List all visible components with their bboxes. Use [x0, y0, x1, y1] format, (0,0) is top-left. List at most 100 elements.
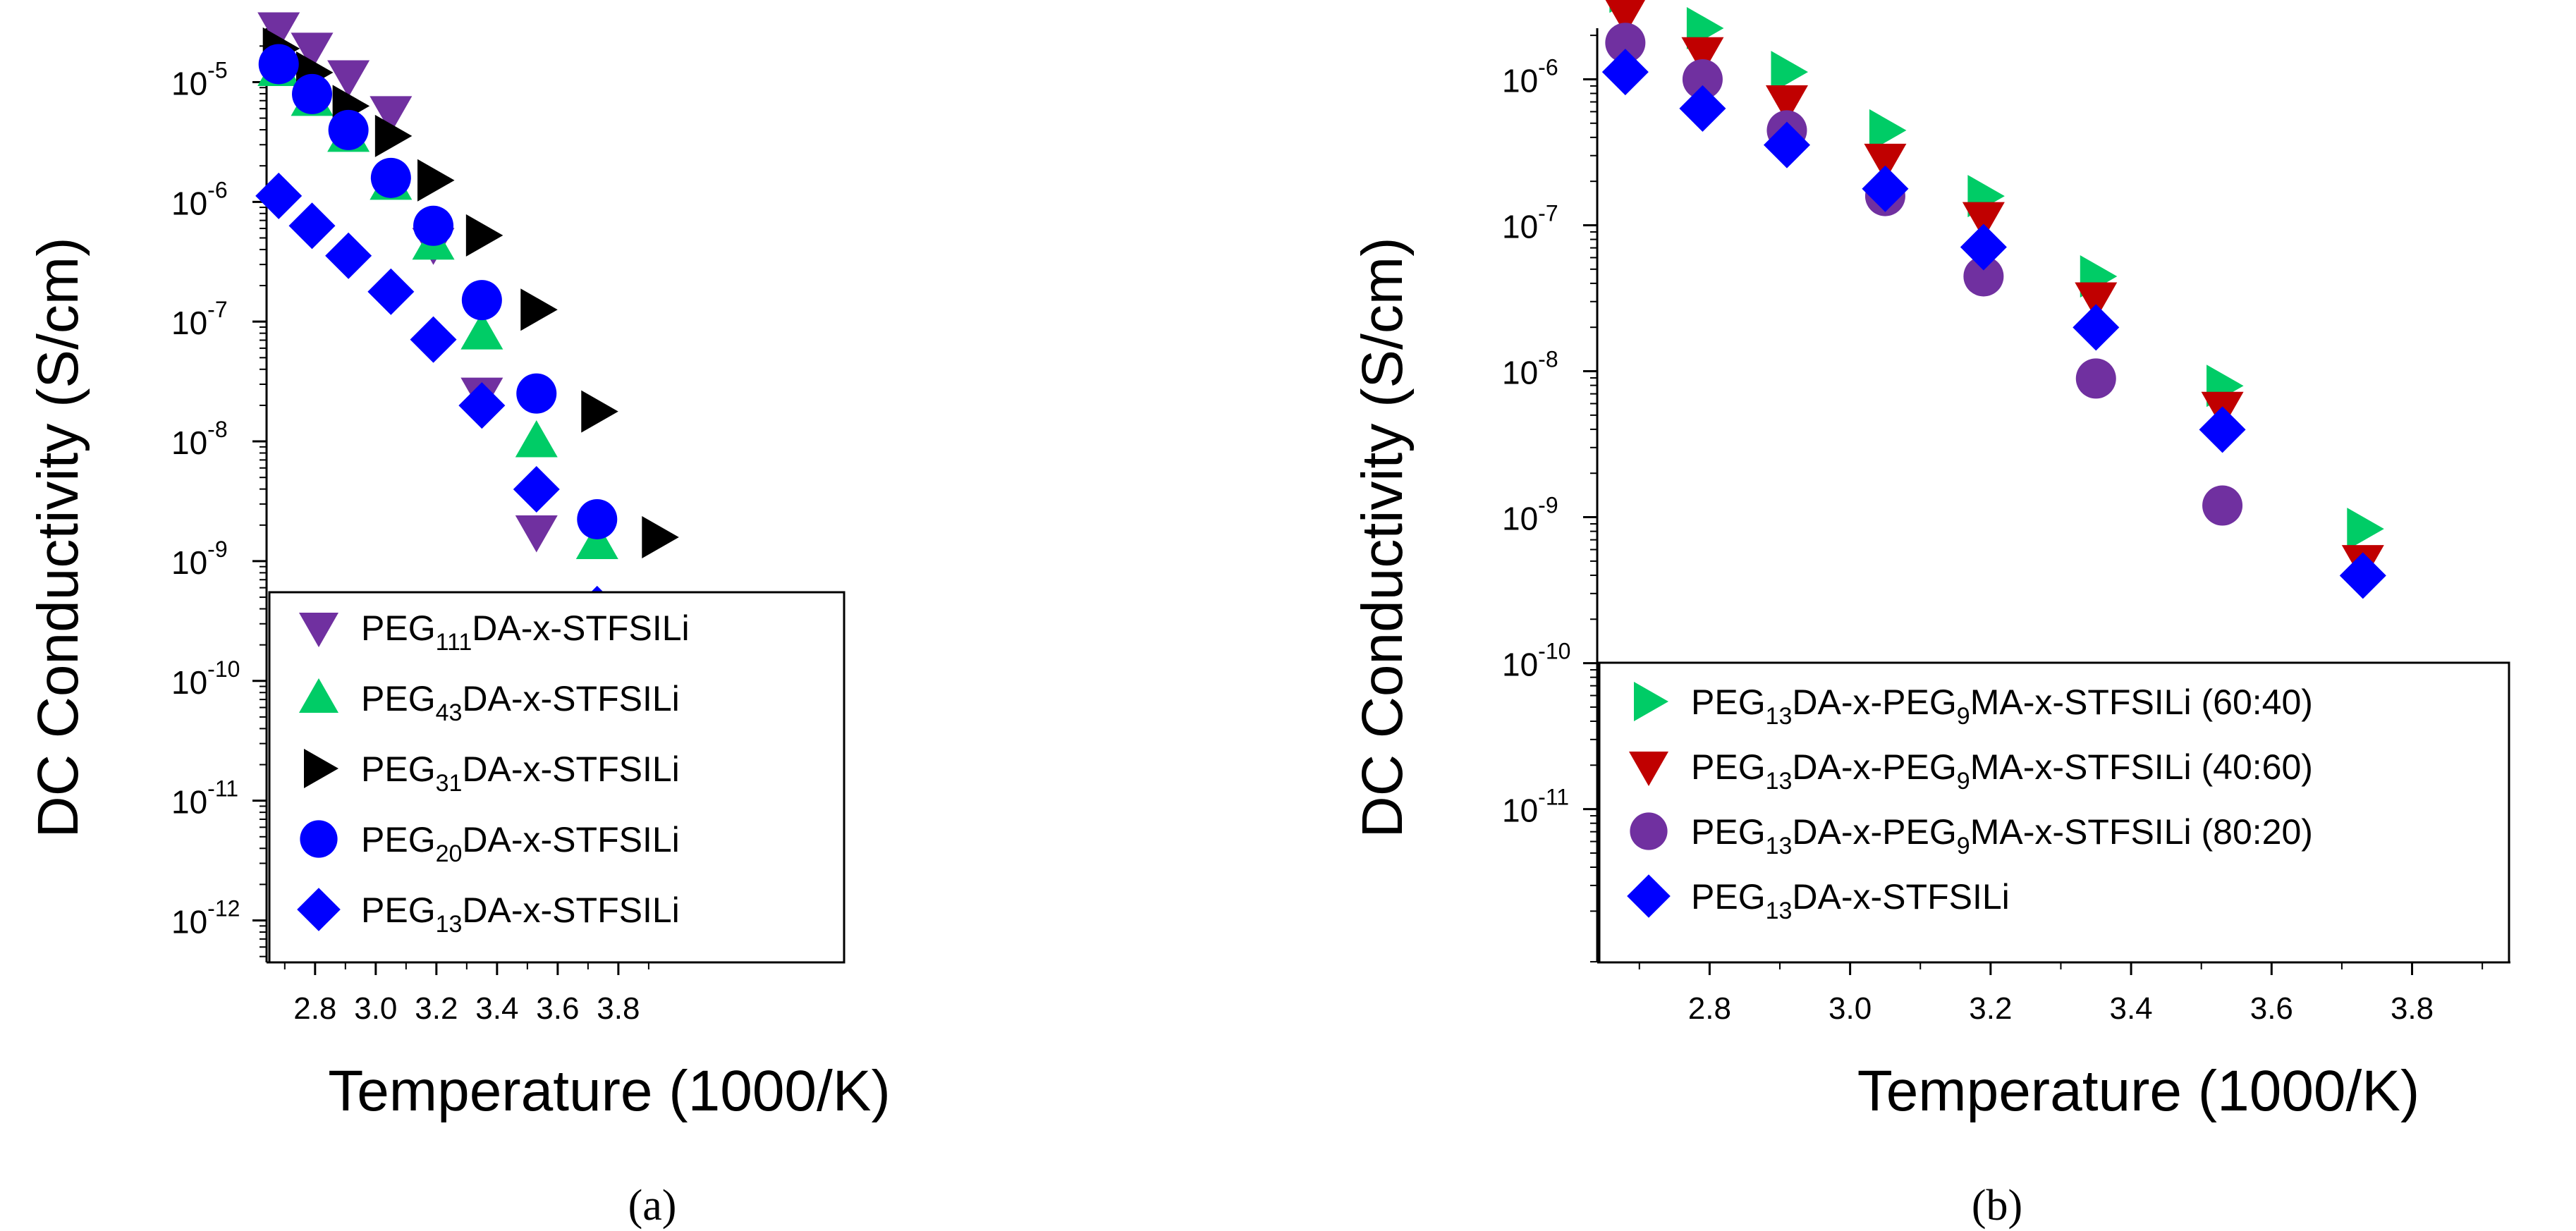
y-tick-label: 10-9 [1502, 493, 1558, 537]
data-point [2347, 508, 2384, 551]
data-point [413, 205, 454, 246]
data-point [1862, 165, 1909, 212]
chart-panel-b: 2.8 3.0 3.2 3.4 3.6 3.8 10-6 10-7 10-8 10-9 10-10 1… [1350, 0, 2510, 1230]
legend-marker [297, 888, 341, 931]
data-point [1765, 85, 1808, 123]
data-point [2339, 552, 2386, 599]
data-point [458, 382, 506, 429]
data-point [642, 515, 679, 558]
legend-marker [1634, 682, 1668, 721]
data-point [370, 157, 411, 198]
legend-marker [1630, 812, 1668, 850]
x-tick-label: 3.0 [354, 991, 397, 1026]
legend-label: PEG13DA-x-PEG9MA-x-STFSILi (40:60) [1691, 747, 2313, 795]
data-point [1605, 23, 1646, 63]
x-axis-title: Temperature (1000/K) [1857, 1059, 2420, 1123]
y-tick-label: 10-9 [171, 537, 228, 581]
data-point [515, 515, 558, 553]
x-tick-label: 3.2 [415, 991, 458, 1026]
x-tick-label: 3.4 [2109, 991, 2152, 1026]
y-tick-label: 10-12 [171, 896, 240, 941]
data-point [258, 44, 299, 85]
y-tick-label: 10-10 [171, 656, 240, 701]
data-point [515, 420, 558, 458]
x-tick-label: 3.6 [2250, 991, 2293, 1026]
x-tick-label: 3.8 [2391, 991, 2434, 1026]
data-point [292, 73, 333, 114]
data-point [370, 96, 413, 133]
data-point [1679, 85, 1726, 132]
data-point [461, 280, 502, 321]
data-point [255, 172, 303, 219]
data-point [327, 60, 370, 97]
data-point [1763, 121, 1810, 169]
legend-marker [1627, 874, 1671, 918]
data-point [1864, 143, 1907, 181]
x-tick-label: 3.6 [536, 991, 579, 1026]
data-point [374, 114, 413, 157]
y-tick-label: 10-5 [171, 57, 228, 102]
data-point [2199, 406, 2246, 453]
data-point [513, 466, 560, 513]
y-tick-label: 10-10 [1502, 639, 1570, 683]
x-tick-label: 2.8 [293, 991, 336, 1026]
data-point [1869, 109, 1907, 152]
y-tick-label: 10-6 [171, 177, 228, 221]
data-point [1960, 223, 2007, 271]
legend-marker [1629, 752, 1668, 786]
data-point [367, 268, 415, 315]
legend-label: PEG20DA-x-STFSILi [361, 820, 680, 867]
y-tick-label: 10-11 [1502, 785, 1569, 829]
data-point [291, 32, 334, 70]
data-point [257, 12, 300, 49]
legend-label: PEG13DA-x-STFSILi [1691, 877, 2010, 924]
panel-caption: (a) [628, 1182, 677, 1230]
data-point [325, 232, 372, 279]
data-point [410, 316, 457, 363]
legend-label: PEG13DA-x-PEG9MA-x-STFSILi (60:40) [1691, 682, 2313, 730]
data-point [1601, 49, 1649, 96]
data-point [1682, 59, 1723, 99]
x-tick-label: 3.8 [597, 991, 640, 1026]
data-points [1601, 0, 2386, 599]
panel-caption: (b) [1972, 1182, 2022, 1230]
data-point [577, 498, 618, 539]
x-tick-label: 3.2 [1969, 991, 2012, 1026]
legend-label: PEG13DA-x-STFSILi [361, 890, 680, 938]
data-point [2075, 358, 2116, 399]
y-tick-label: 10-11 [171, 776, 238, 821]
data-point [520, 288, 558, 331]
y-axis-title: DC Conductivity (S/cm) [26, 237, 90, 838]
data-point [2073, 304, 2120, 351]
data-point [417, 159, 455, 202]
legend: PEG13DA-x-PEG9MA-x-STFSILi (60:40) PEG13D… [1598, 661, 2510, 964]
legend-box [1598, 661, 2510, 964]
y-tick-label: 10-8 [1502, 347, 1558, 391]
data-point [581, 390, 618, 433]
x-tick-label: 3.0 [1829, 991, 1872, 1026]
data-point [2202, 485, 2243, 526]
data-point [328, 109, 369, 150]
legend-label: PEG13DA-x-PEG9MA-x-STFSILi (80:20) [1691, 812, 2313, 859]
data-point [1771, 51, 1808, 94]
y-tick-label: 10-8 [171, 417, 228, 461]
data-point [1963, 256, 2004, 297]
y-tick-label: 10-7 [1502, 200, 1558, 245]
legend-marker [300, 820, 338, 858]
y-axis-title: DC Conductivity (S/cm) [1350, 237, 1415, 838]
data-point [575, 522, 618, 559]
data-point [1962, 202, 2005, 240]
legend-marker [299, 678, 338, 713]
data-point [288, 202, 336, 250]
y-tick-label: 10-7 [171, 297, 228, 341]
legend-marker [299, 613, 338, 647]
data-point [1605, 0, 1646, 35]
legend: PEG111DA-x-STFSILi PEG43DA-x-STFSILi PEG31… [268, 591, 846, 964]
data-points [255, 12, 681, 948]
data-point [465, 214, 503, 257]
data-point [460, 312, 503, 350]
data-point [2075, 282, 2118, 320]
x-tick-label: 3.4 [475, 991, 518, 1026]
chart-panel-a: 2.8 3.0 3.2 3.4 3.6 3.8 10-5 10-6 10-7 10-8 10-9 10… [26, 12, 891, 1230]
